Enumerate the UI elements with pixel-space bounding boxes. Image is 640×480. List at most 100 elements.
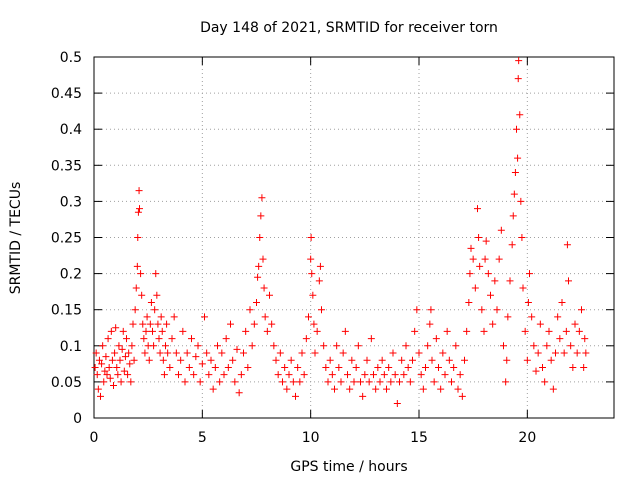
- data-point: [130, 356, 138, 364]
- data-point: [511, 169, 519, 177]
- data-point: [250, 320, 258, 328]
- data-point: [99, 342, 107, 350]
- data-point: [98, 360, 106, 368]
- data-point: [103, 371, 111, 379]
- data-point: [413, 306, 421, 314]
- data-point: [123, 335, 130, 343]
- data-point: [374, 363, 382, 371]
- data-point: [126, 360, 134, 368]
- data-point: [133, 262, 141, 270]
- data-point: [276, 349, 284, 357]
- data-point: [260, 284, 268, 292]
- data-point: [326, 356, 334, 364]
- data-point: [502, 378, 510, 386]
- data-point: [93, 371, 101, 379]
- x-tick-label: 10: [302, 430, 320, 446]
- x-tick-label: 0: [90, 430, 99, 446]
- data-point: [578, 306, 585, 314]
- data-point: [134, 234, 142, 241]
- data-point: [354, 342, 362, 350]
- data-point: [201, 313, 208, 321]
- data-point: [337, 378, 345, 386]
- data-point: [150, 342, 158, 350]
- data-point: [227, 320, 234, 328]
- data-point: [198, 360, 206, 368]
- data-point: [404, 363, 412, 371]
- data-point: [328, 371, 336, 379]
- data-point: [481, 255, 489, 263]
- data-point: [508, 241, 516, 249]
- data-point: [159, 356, 167, 364]
- data-point: [244, 363, 252, 371]
- data-point: [307, 234, 315, 241]
- data-point: [352, 363, 360, 371]
- data-point: [400, 371, 408, 379]
- data-point: [493, 306, 501, 314]
- data-point: [571, 320, 579, 328]
- data-point: [475, 234, 483, 241]
- data-point: [363, 356, 371, 364]
- data-point: [181, 378, 189, 386]
- ticks: 0 0.05 0.1 0.15 0.2 0.25 0.3 0.35 0.4 0.45 0.5 0 5 10…: [51, 50, 614, 446]
- data-point: [380, 371, 388, 379]
- data-point: [113, 363, 121, 371]
- data-point: [237, 371, 245, 379]
- data-point: [310, 320, 318, 328]
- data-point: [137, 270, 145, 278]
- data-point: [402, 342, 410, 350]
- data-point: [419, 385, 427, 393]
- data-point: [422, 363, 429, 371]
- data-point: [554, 313, 562, 321]
- data-point: [506, 277, 514, 285]
- data-point: [168, 335, 176, 343]
- data-point: [435, 363, 442, 371]
- data-point: [112, 324, 120, 332]
- data-point: [322, 363, 330, 371]
- data-point: [185, 363, 193, 371]
- data-point: [437, 385, 445, 393]
- data-point: [376, 378, 384, 386]
- data-point: [242, 327, 250, 335]
- y-tick-label: 0.25: [51, 231, 82, 247]
- data-point: [256, 234, 264, 241]
- data-point: [541, 378, 549, 386]
- data-point: [179, 327, 187, 335]
- data-point: [266, 291, 273, 299]
- data-point: [124, 371, 132, 379]
- data-point: [467, 244, 475, 252]
- data-point: [443, 327, 451, 335]
- data-point: [411, 327, 419, 335]
- y-tick-label: 0.2: [60, 267, 82, 283]
- data-point: [320, 342, 328, 350]
- data-point: [142, 327, 150, 335]
- data-point: [196, 378, 204, 386]
- data-point: [509, 212, 517, 220]
- data-point: [235, 389, 243, 397]
- data-point: [147, 298, 155, 306]
- data-point: [253, 298, 260, 306]
- chart-title: Day 148 of 2021, SRMTID for receiver tor…: [200, 20, 498, 36]
- data-point: [563, 241, 571, 249]
- y-tick-label: 0.45: [51, 86, 82, 102]
- data-point: [141, 349, 149, 357]
- data-point: [463, 327, 471, 335]
- data-point: [311, 349, 319, 357]
- data-point: [324, 378, 332, 386]
- data-point: [523, 356, 531, 364]
- data-point: [514, 75, 522, 83]
- data-point: [160, 371, 168, 379]
- data-point: [514, 154, 522, 162]
- y-tick-label: 0.4: [60, 122, 82, 138]
- data-point: [274, 371, 282, 379]
- data-point: [372, 385, 380, 393]
- y-tick-label: 0.15: [51, 303, 82, 319]
- data-point: [491, 277, 499, 285]
- x-tick-label: 15: [410, 430, 428, 446]
- data-point: [175, 371, 182, 379]
- data-point: [272, 356, 280, 364]
- data-point: [510, 190, 518, 198]
- data-point: [365, 378, 373, 386]
- data-point: [547, 356, 555, 364]
- data-point: [452, 342, 460, 350]
